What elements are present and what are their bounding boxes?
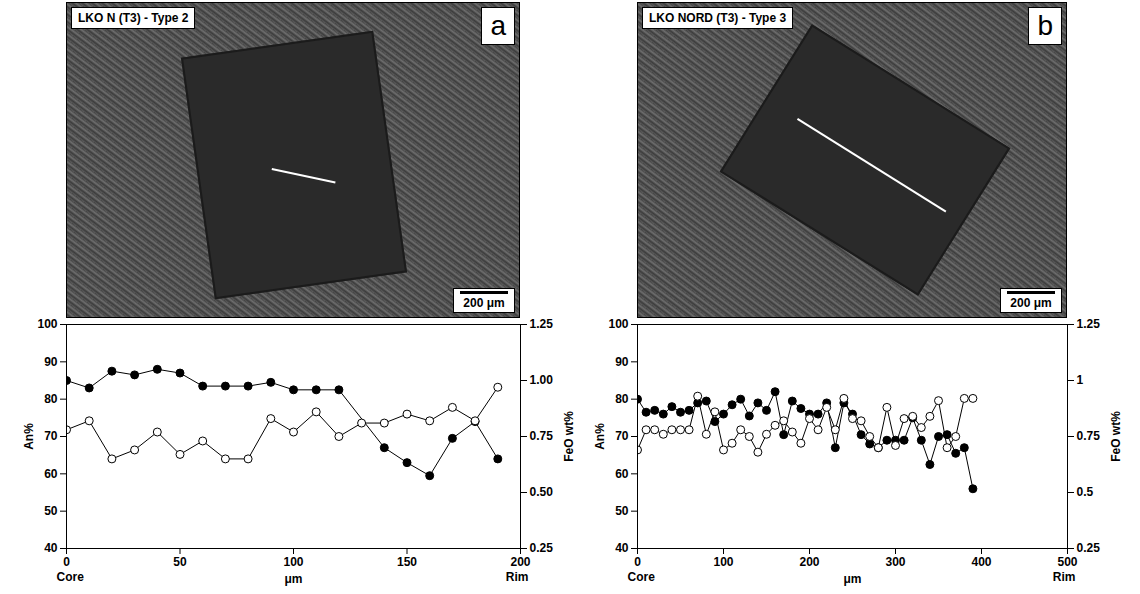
svg-text:50: 50	[173, 555, 187, 569]
svg-text:0.50: 0.50	[530, 485, 554, 499]
svg-text:150: 150	[397, 555, 417, 569]
svg-text:An%: An%	[593, 423, 607, 450]
svg-text:100: 100	[37, 317, 57, 331]
svg-text:400: 400	[971, 555, 991, 569]
svg-text:300: 300	[885, 555, 905, 569]
svg-text:1.25: 1.25	[1077, 317, 1101, 331]
html-text:a: a	[490, 10, 506, 41]
svg-text:200: 200	[510, 555, 530, 569]
svg-text:FeO wt%: FeO wt%	[562, 411, 576, 462]
svg-text:0.75: 0.75	[1077, 429, 1101, 443]
svg-text:500: 500	[1057, 555, 1077, 569]
svg-text:An%: An%	[22, 423, 36, 450]
svg-text:100: 100	[713, 555, 733, 569]
svg-text:1.00: 1.00	[530, 373, 554, 387]
html-text:LKO N (T3) - Type 2: LKO N (T3) - Type 2	[78, 11, 189, 25]
svg-text:40: 40	[615, 541, 629, 555]
svg-text:0: 0	[63, 555, 70, 569]
svg-text:μm: μm	[284, 572, 302, 586]
svg-text:Core: Core	[628, 570, 656, 584]
svg-text:μm: μm	[843, 572, 861, 586]
svg-text:Core: Core	[57, 570, 85, 584]
svg-text:Rim: Rim	[1053, 570, 1076, 584]
svg-text:50: 50	[615, 504, 629, 518]
svg-text:90: 90	[44, 355, 58, 369]
svg-text:90: 90	[615, 355, 629, 369]
html-text:b: b	[1037, 10, 1053, 41]
svg-text:FeO wt%: FeO wt%	[1109, 411, 1123, 462]
svg-text:80: 80	[615, 392, 629, 406]
svg-text:200: 200	[799, 555, 819, 569]
svg-text:Rim: Rim	[506, 570, 529, 584]
svg-text:50: 50	[44, 504, 58, 518]
svg-text:80: 80	[44, 392, 58, 406]
svg-text:100: 100	[608, 317, 628, 331]
svg-text:0.75: 0.75	[530, 429, 554, 443]
svg-text:70: 70	[615, 429, 629, 443]
svg-text:70: 70	[44, 429, 58, 443]
svg-text:0.25: 0.25	[1077, 541, 1101, 555]
svg-text:1: 1	[1077, 373, 1084, 387]
svg-text:0: 0	[634, 555, 641, 569]
svg-text:0.25: 0.25	[530, 541, 554, 555]
html-text:200 μm: 200 μm	[463, 296, 505, 310]
svg-text:0.5: 0.5	[1077, 485, 1094, 499]
svg-text:60: 60	[615, 467, 629, 481]
svg-text:60: 60	[44, 467, 58, 481]
svg-text:1.25: 1.25	[530, 317, 554, 331]
html-text:200 μm: 200 μm	[1010, 296, 1052, 310]
svg-text:100: 100	[283, 555, 303, 569]
svg-text:40: 40	[44, 541, 58, 555]
html-text:LKO NORD (T3) - Type 3: LKO NORD (T3) - Type 3	[649, 11, 787, 25]
